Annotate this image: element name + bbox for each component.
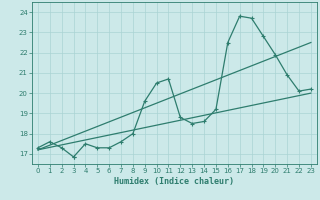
X-axis label: Humidex (Indice chaleur): Humidex (Indice chaleur) [115, 177, 234, 186]
